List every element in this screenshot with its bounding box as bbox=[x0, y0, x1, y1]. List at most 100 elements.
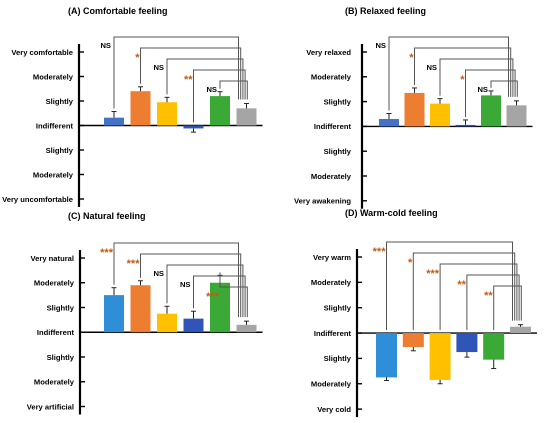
y-tick-label: Indifferent bbox=[36, 121, 74, 130]
significance-label: NS bbox=[180, 280, 191, 289]
bar bbox=[183, 125, 204, 129]
panel-1: (A) Comfortable feeling Very comfortable M… bbox=[2, 6, 263, 207]
panel-title: (D) Warm-cold feeling bbox=[345, 208, 438, 218]
y-tick-label: Very cold bbox=[317, 405, 351, 414]
y-tick-label: Very awakening bbox=[294, 197, 351, 206]
significance-label: * bbox=[460, 74, 465, 86]
significance-bracket bbox=[193, 275, 246, 318]
bar bbox=[210, 96, 230, 126]
significance-bracket bbox=[414, 47, 512, 97]
panel-title: (C) Natural feeling bbox=[68, 211, 146, 221]
significance-bracket bbox=[113, 242, 239, 318]
significance-bracket bbox=[465, 69, 516, 117]
significance-bracket bbox=[140, 253, 242, 318]
y-tick-label: Slightly bbox=[46, 146, 74, 155]
significance-label: NS bbox=[153, 269, 164, 278]
significance-label: ** bbox=[457, 279, 466, 291]
y-tick-label: Moderately bbox=[311, 278, 352, 287]
significance-bracket bbox=[140, 47, 242, 100]
significance-label: ** bbox=[184, 74, 193, 86]
y-tick-label: Moderately bbox=[34, 378, 75, 387]
y-tick-label: Very artificial bbox=[27, 402, 74, 411]
y-tick-label: Indifferent bbox=[314, 122, 352, 131]
y-tick-label: Moderately bbox=[33, 170, 74, 179]
significance-label: *** bbox=[206, 291, 220, 303]
y-tick-label: Slightly bbox=[324, 97, 352, 106]
bar bbox=[157, 313, 177, 333]
significance-label: NS bbox=[375, 41, 386, 50]
significance-bracket bbox=[439, 58, 514, 97]
significance-label: *** bbox=[373, 246, 387, 258]
y-tick-label: Slightly bbox=[46, 97, 74, 106]
y-tick-label: Slightly bbox=[324, 304, 352, 313]
bar bbox=[104, 117, 124, 126]
y-tick-label: Moderately bbox=[34, 279, 75, 288]
significance-label: NS bbox=[426, 63, 437, 72]
significance-label: * bbox=[135, 52, 140, 64]
panel-2: (B) Relaxed feeling Very relaxed Moderatel… bbox=[294, 6, 533, 209]
y-tick-label: Very comfortable bbox=[11, 48, 73, 57]
significance-bracket bbox=[388, 36, 509, 111]
significance-label: NS bbox=[206, 85, 217, 94]
bar bbox=[130, 285, 151, 333]
bar bbox=[379, 118, 399, 127]
bar bbox=[236, 324, 257, 333]
significance-bracket bbox=[490, 80, 518, 97]
significance-label: * bbox=[409, 52, 414, 64]
significance-label: *** bbox=[426, 268, 440, 280]
bar bbox=[404, 92, 425, 127]
panel-4: (D) Warm-cold feeling Very warm Moderately… bbox=[311, 208, 537, 418]
bar bbox=[183, 318, 204, 333]
significance-label: *** bbox=[100, 247, 114, 259]
panel-title: (A) Comfortable feeling bbox=[68, 6, 168, 16]
significance-bracket bbox=[439, 263, 518, 331]
panel-title: (B) Relaxed feeling bbox=[345, 6, 426, 16]
y-tick-label: Very natural bbox=[31, 254, 74, 263]
y-tick-label: Moderately bbox=[311, 380, 352, 389]
bar bbox=[376, 333, 397, 378]
significance-bracket bbox=[219, 80, 248, 100]
y-tick-label: Slightly bbox=[47, 353, 75, 362]
significance-label: NS bbox=[153, 63, 164, 72]
significance-bracket bbox=[113, 36, 239, 109]
y-tick-label: Slightly bbox=[47, 303, 75, 312]
y-tick-label: Moderately bbox=[311, 172, 352, 181]
significance-label: NS bbox=[477, 85, 488, 94]
bar bbox=[429, 333, 451, 380]
significance-bracket bbox=[193, 69, 246, 123]
significance-label: NS bbox=[100, 41, 111, 50]
bar bbox=[430, 103, 450, 127]
y-tick-label: Very warm bbox=[313, 253, 351, 262]
significance-bracket bbox=[466, 274, 520, 331]
bar bbox=[402, 333, 424, 347]
y-tick-label: Indifferent bbox=[314, 329, 352, 338]
panel-3: (C) Natural feeling Very natural Moderatel… bbox=[27, 211, 263, 415]
y-tick-label: Slightly bbox=[324, 354, 352, 363]
significance-label: * bbox=[408, 257, 413, 269]
significance-bracket bbox=[166, 58, 244, 100]
significance-bracket bbox=[386, 241, 513, 331]
y-tick-label: Moderately bbox=[311, 73, 352, 82]
significance-label: *** bbox=[127, 258, 141, 270]
significance-bracket bbox=[493, 285, 522, 331]
y-tick-label: Moderately bbox=[33, 72, 74, 81]
bar bbox=[510, 326, 531, 334]
bar bbox=[130, 91, 151, 126]
y-tick-label: Indifferent bbox=[37, 328, 75, 337]
bar bbox=[104, 295, 124, 333]
bar bbox=[483, 333, 505, 360]
bar bbox=[210, 282, 230, 333]
y-tick-label: Very uncomfortable bbox=[2, 195, 73, 204]
bar bbox=[456, 333, 478, 353]
bar bbox=[506, 105, 527, 127]
significance-bracket bbox=[412, 252, 516, 331]
bar bbox=[455, 124, 476, 127]
bar bbox=[157, 102, 177, 126]
bar bbox=[236, 108, 257, 126]
bar bbox=[481, 95, 501, 127]
y-tick-label: Very relaxed bbox=[306, 48, 351, 57]
significance-bracket bbox=[219, 272, 248, 318]
significance-bracket bbox=[166, 264, 244, 318]
significance-label: ** bbox=[484, 290, 493, 302]
